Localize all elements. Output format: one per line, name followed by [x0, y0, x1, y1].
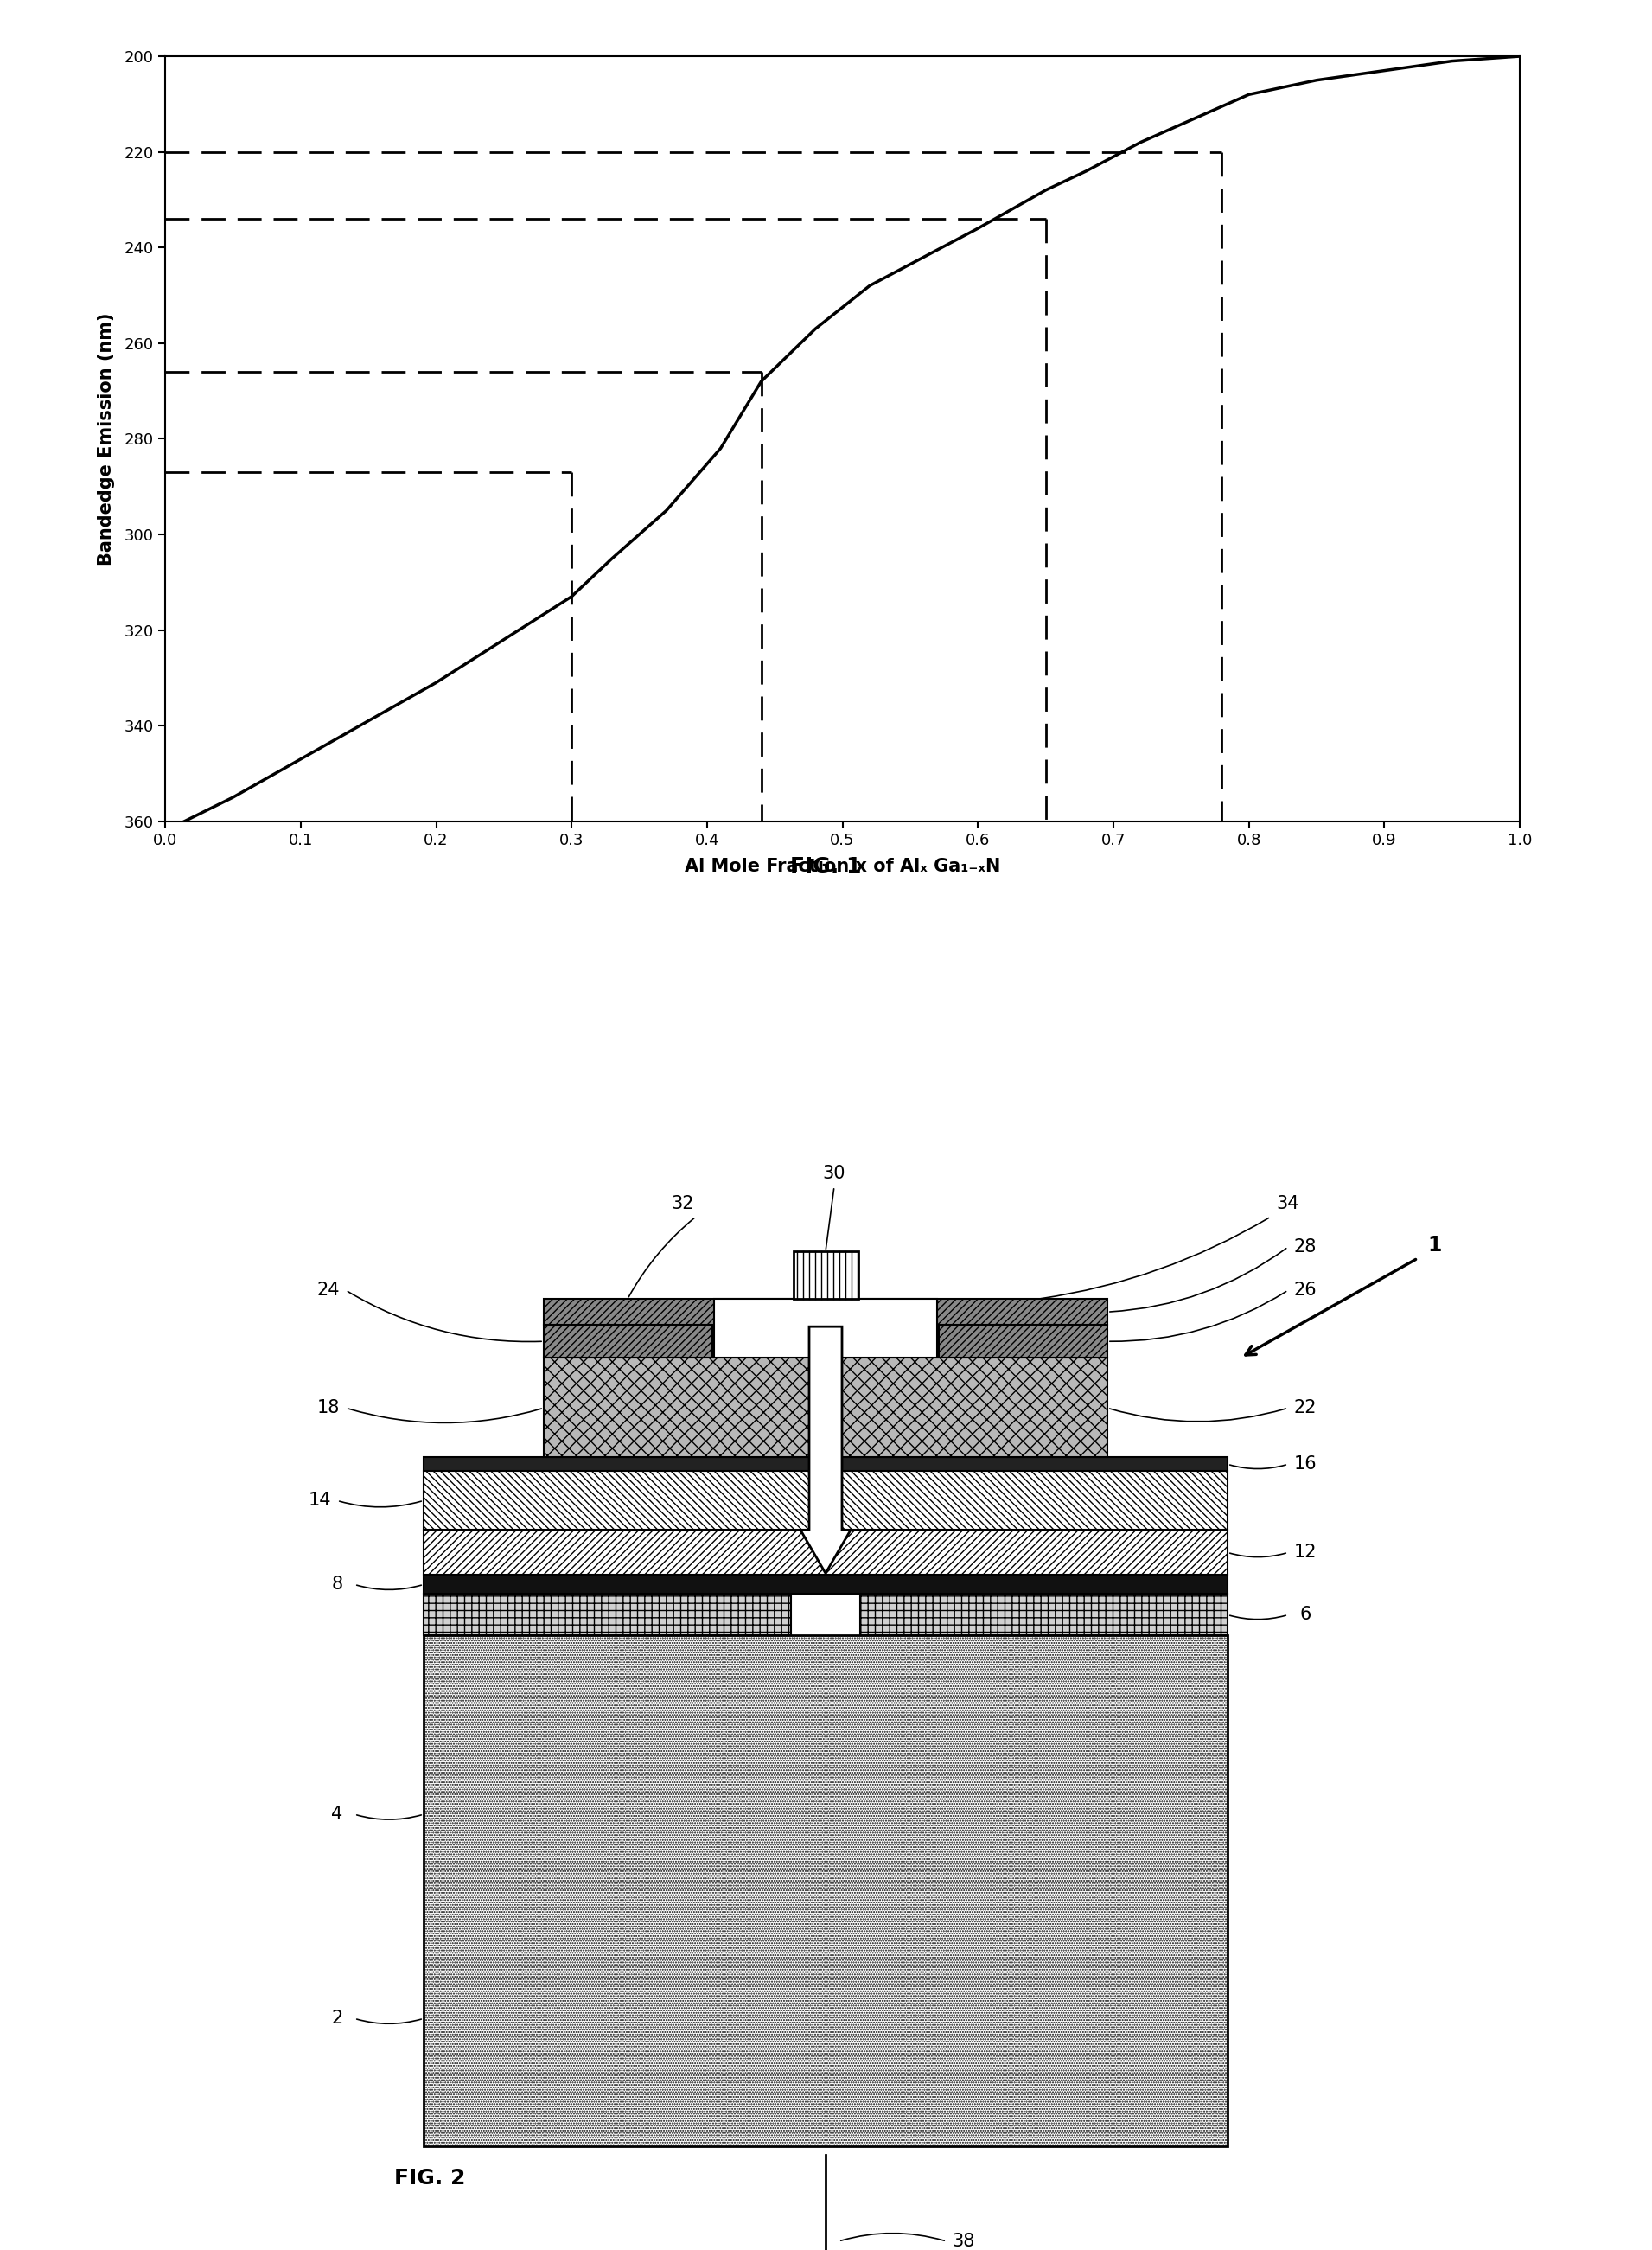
- Text: 1: 1: [1427, 1235, 1442, 1256]
- Bar: [423, 1593, 791, 1636]
- Bar: [544, 1298, 1107, 1325]
- Text: 38: 38: [953, 2232, 975, 2250]
- Text: 4: 4: [332, 1807, 344, 1822]
- Text: 2: 2: [332, 2009, 344, 2027]
- Text: 14: 14: [309, 1492, 332, 1510]
- Polygon shape: [801, 1328, 851, 1573]
- Text: 24: 24: [317, 1282, 340, 1298]
- Y-axis label: Bandedge Emission (nm): Bandedge Emission (nm): [97, 313, 114, 565]
- Bar: [423, 1636, 1227, 2146]
- Bar: [714, 1298, 937, 1357]
- Text: 16: 16: [1294, 1456, 1317, 1474]
- Bar: [861, 1593, 1227, 1636]
- Text: 18: 18: [317, 1400, 340, 1418]
- Bar: [423, 1575, 1227, 1593]
- Bar: [423, 1458, 1227, 1472]
- Text: 28: 28: [1294, 1238, 1317, 1256]
- Bar: [544, 1325, 712, 1357]
- Bar: [938, 1325, 1107, 1357]
- Text: 8: 8: [332, 1575, 344, 1593]
- Text: 22: 22: [1294, 1400, 1317, 1418]
- Bar: [423, 1472, 1227, 1530]
- Text: 34: 34: [1277, 1195, 1300, 1213]
- Text: FIG. 1: FIG. 1: [790, 855, 862, 878]
- Text: 30: 30: [823, 1166, 846, 1181]
- Bar: [423, 1530, 1227, 1575]
- Text: 26: 26: [1294, 1282, 1317, 1298]
- X-axis label: Al Mole Fraction x of Alₓ Ga₁₋ₓN: Al Mole Fraction x of Alₓ Ga₁₋ₓN: [684, 857, 1001, 875]
- Bar: [544, 1357, 1107, 1458]
- Bar: [793, 1251, 859, 1298]
- Text: 6: 6: [1300, 1606, 1312, 1624]
- Text: FIG. 2: FIG. 2: [393, 2167, 466, 2189]
- Text: 12: 12: [1294, 1544, 1317, 1562]
- Text: 32: 32: [671, 1195, 694, 1213]
